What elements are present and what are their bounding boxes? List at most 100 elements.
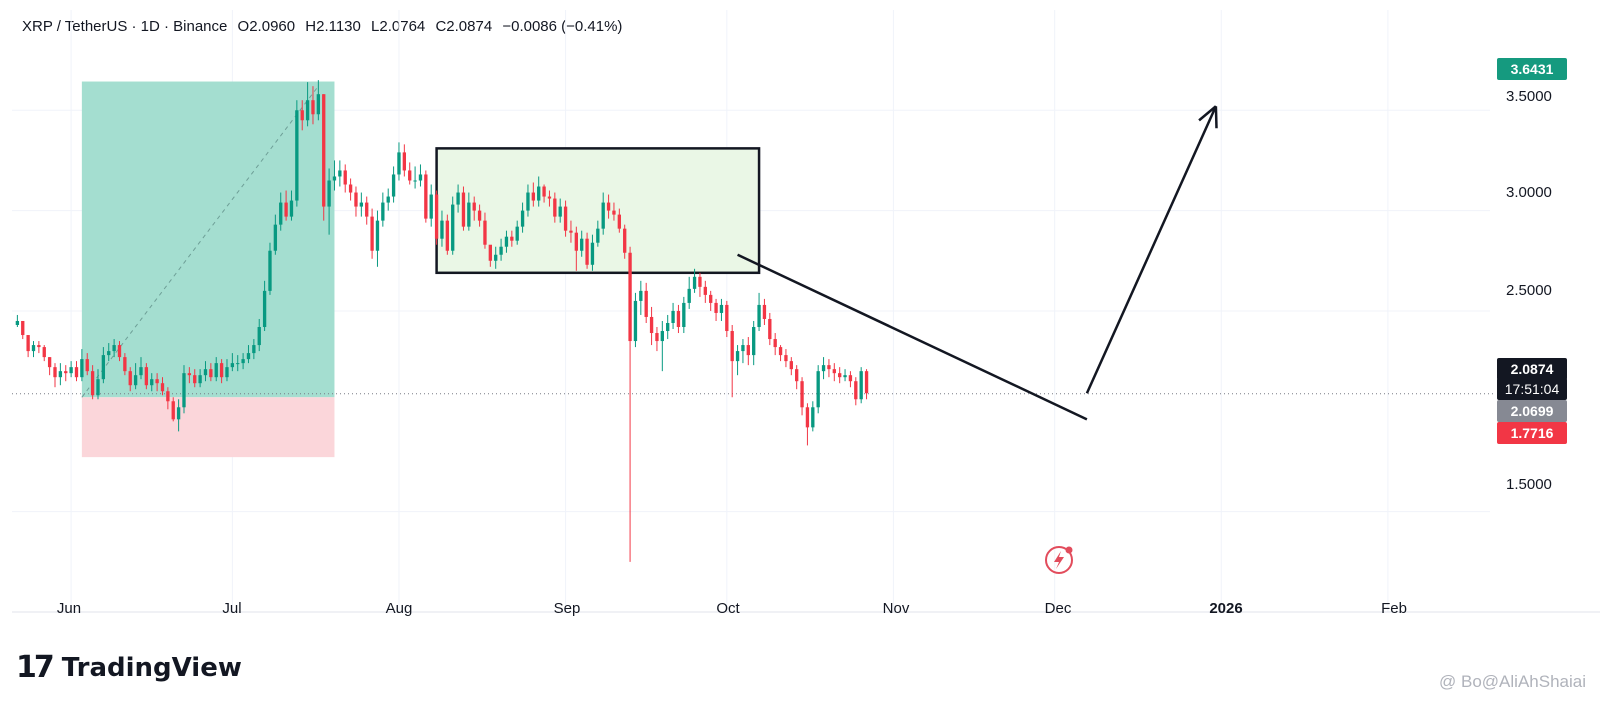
ohlc-high: H2.1130	[305, 18, 361, 35]
candle-body	[343, 170, 347, 185]
tradingview-logo[interactable]: 17 TradingView	[16, 650, 242, 685]
symbol-title[interactable]: XRP / TetherUS · 1D · Binance	[22, 18, 228, 35]
ohlc-close: C2.0874	[435, 18, 493, 35]
candle-body	[424, 174, 428, 219]
candle-body	[26, 335, 30, 352]
candle-body	[160, 383, 165, 392]
candle-body	[214, 363, 218, 378]
candle-body	[617, 214, 621, 229]
candle-body	[671, 310, 675, 323]
candle-body	[101, 355, 106, 380]
candle-body	[107, 351, 111, 356]
candle-body	[762, 304, 767, 319]
candle-body	[90, 371, 95, 396]
candle-body	[273, 224, 278, 251]
candle-body	[397, 152, 401, 175]
candle-body	[402, 152, 407, 171]
candle-body	[494, 254, 498, 261]
candle-body	[725, 304, 729, 332]
candle-body	[730, 331, 734, 362]
candle-body	[445, 220, 450, 251]
candle-body	[477, 210, 482, 221]
ohlc-open: O2.0960	[237, 18, 296, 35]
candle-body	[558, 206, 562, 217]
candle-body	[381, 202, 385, 221]
candle-body	[96, 379, 100, 396]
author-watermark: @ Bo@AliAhShaiai	[1439, 672, 1586, 691]
candle-body	[198, 375, 202, 384]
x-tick-label: Jul	[222, 600, 242, 617]
candle-body	[644, 290, 648, 317]
candle-body	[139, 367, 143, 376]
candle-body	[338, 170, 342, 177]
candle-body	[660, 331, 664, 342]
candle-body	[305, 100, 310, 121]
candle-body	[31, 345, 36, 352]
candle-body	[268, 250, 272, 291]
candle-body	[47, 357, 52, 368]
x-tick-label: Dec	[1044, 600, 1072, 617]
candle-body	[123, 357, 127, 372]
candle-body	[547, 196, 552, 199]
candle-body	[451, 204, 455, 251]
candle-body	[166, 391, 170, 402]
candle-body	[601, 202, 605, 229]
candle-body	[295, 110, 299, 201]
candle-body	[628, 252, 632, 342]
current-price-label: 2.0874	[1497, 358, 1567, 380]
y-tick-label: 3.5000	[1506, 88, 1552, 105]
candle-body	[800, 381, 804, 408]
candle-body	[542, 186, 546, 197]
candle-body	[714, 302, 718, 313]
candle-body	[375, 220, 380, 251]
candle-body	[429, 194, 433, 219]
x-tick-label: Oct	[716, 600, 740, 617]
candle-body	[58, 371, 63, 378]
candle-body	[859, 371, 863, 400]
candle-body	[171, 401, 175, 420]
x-tick-label: Jun	[56, 600, 82, 617]
candle-body	[117, 345, 122, 358]
candle-body	[746, 345, 750, 356]
candle-body	[639, 290, 643, 301]
candle-body	[42, 347, 46, 358]
candle-body	[241, 359, 245, 364]
candle-body	[209, 369, 213, 378]
consolidation-box	[435, 147, 761, 275]
candle-body	[219, 363, 224, 378]
candle-body	[370, 216, 374, 251]
candle-body	[359, 202, 364, 207]
candle-body	[719, 304, 724, 313]
candle-body	[150, 379, 154, 386]
candle-body	[365, 202, 369, 217]
candle-body	[74, 367, 79, 378]
candle-body	[348, 184, 353, 193]
candle-body	[805, 407, 810, 428]
candle-body	[789, 361, 793, 370]
countdown-label: 17:51:04	[1497, 378, 1567, 400]
candle-body	[472, 202, 476, 211]
candle-body	[332, 176, 337, 181]
candle-body	[499, 246, 503, 255]
x-tick-label: Nov	[882, 600, 910, 617]
candle-body	[574, 232, 578, 251]
candle-body	[37, 345, 41, 348]
candle-body	[585, 238, 589, 265]
candle-body	[633, 300, 638, 342]
candle-body	[21, 320, 25, 336]
candle-body	[520, 210, 525, 227]
candle-body	[257, 327, 261, 346]
candle-body	[144, 367, 149, 386]
candle-body	[752, 327, 756, 356]
candle-body	[606, 202, 611, 211]
candle-body	[279, 202, 283, 225]
candle-body	[80, 359, 84, 378]
candle-body	[709, 294, 713, 303]
candle-body	[832, 369, 836, 374]
candle-body	[413, 180, 417, 182]
candle-body	[537, 186, 541, 201]
candle-body	[483, 220, 487, 245]
projection-arrowhead	[1198, 105, 1217, 122]
candle-body	[316, 94, 321, 115]
